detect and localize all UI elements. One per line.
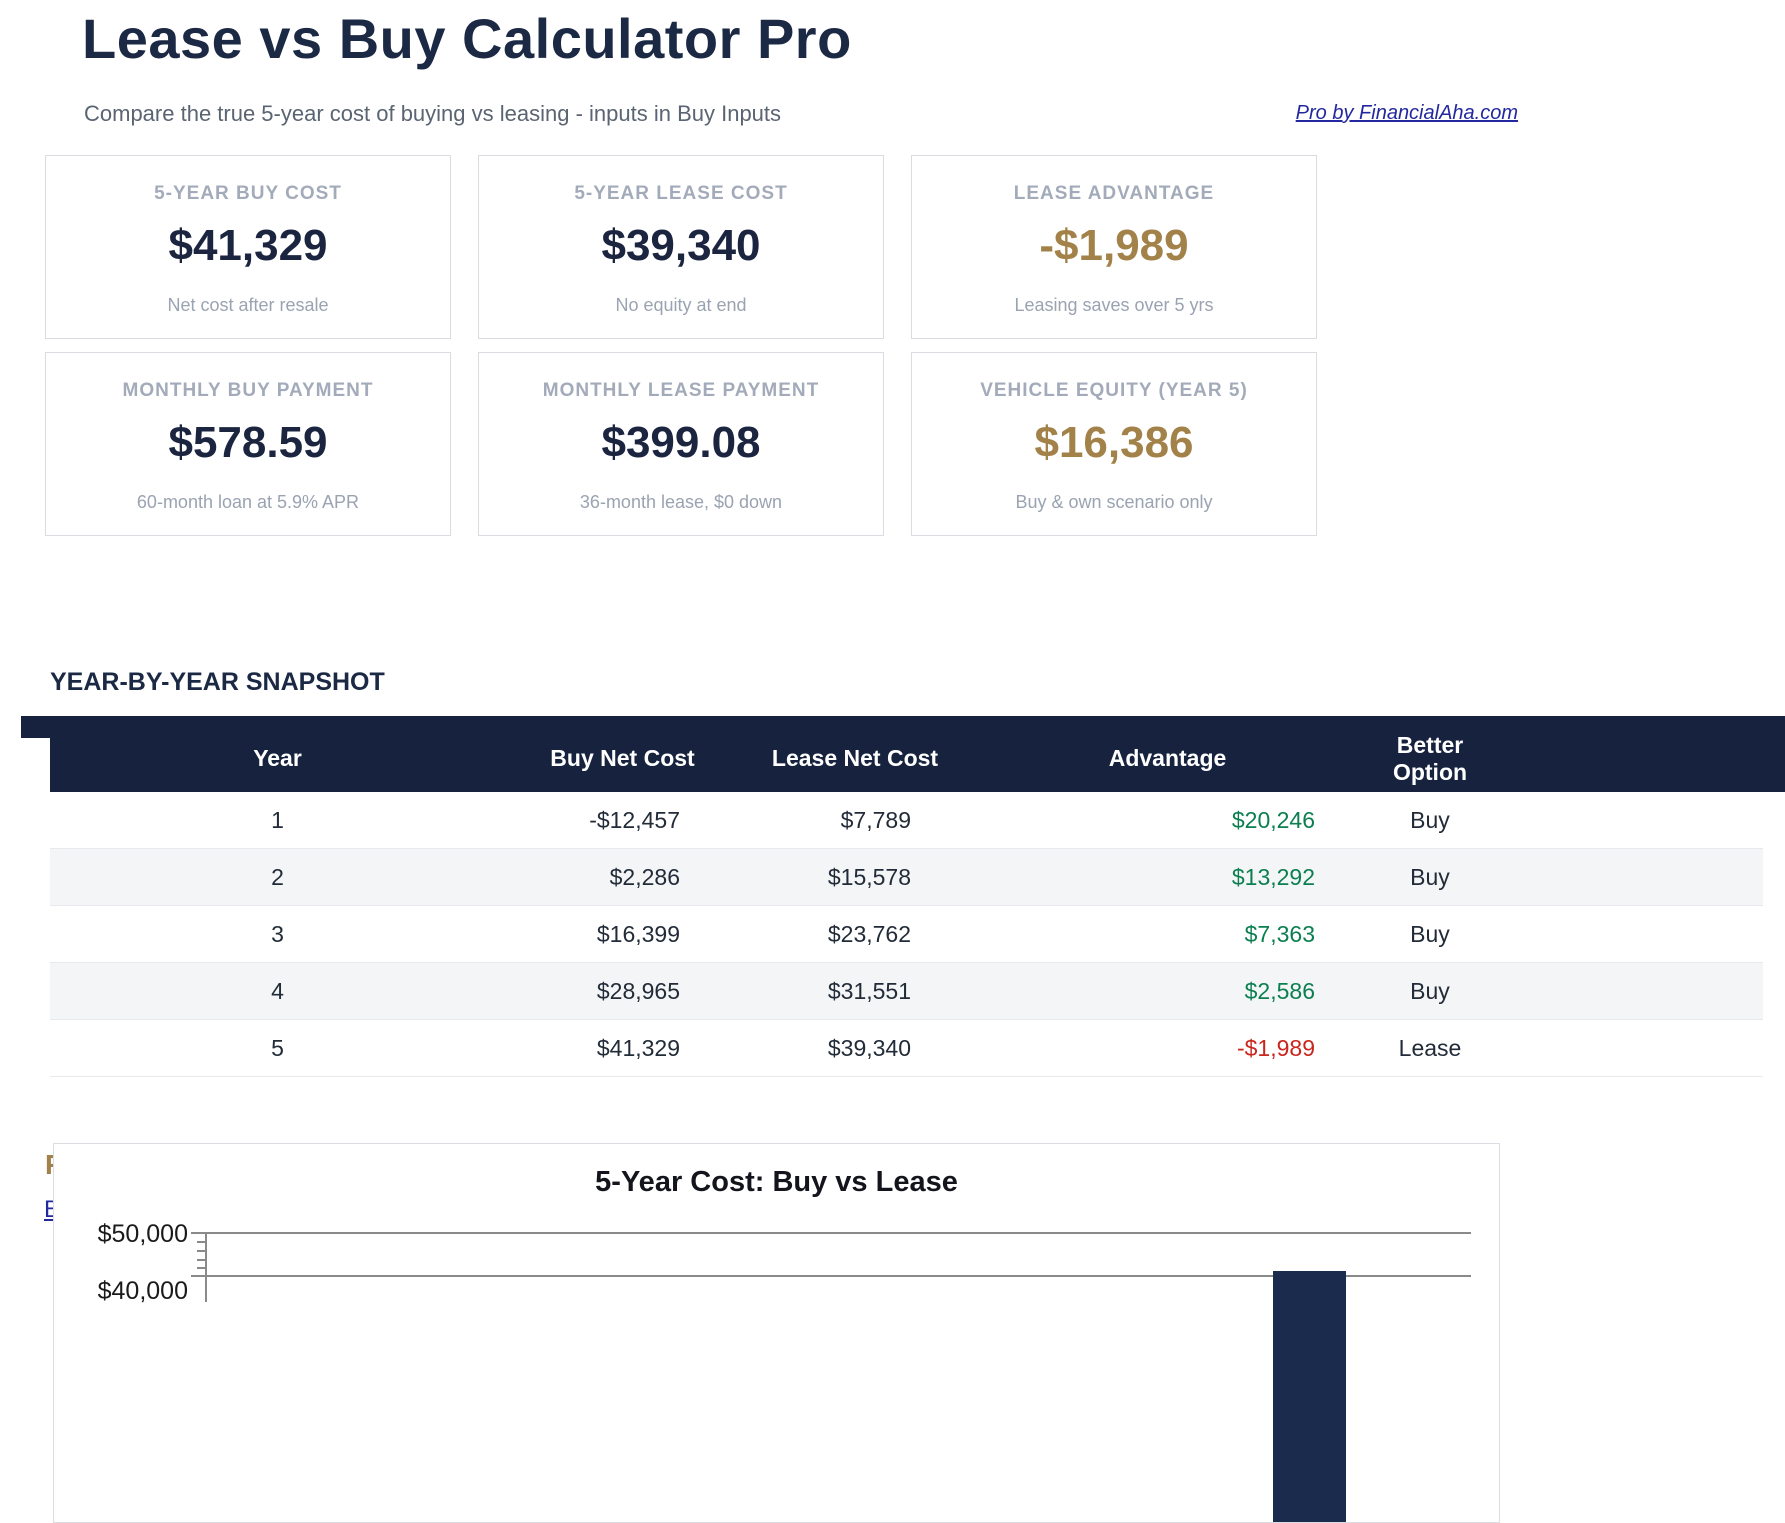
card-label: 5-YEAR BUY COST [154,183,342,204]
cell-better-option: Buy [1410,863,1450,890]
card-5-year-buy-cost: 5-YEAR BUY COST $41,329 Net cost after r… [45,155,451,339]
card-label: MONTHLY BUY PAYMENT [122,380,374,401]
bar-buy-net-cost-year-5 [1273,1271,1346,1522]
cell-advantage: $20,246 [1231,806,1315,833]
cell-advantage: $13,292 [1231,863,1315,890]
y-axis-major-tick [191,1275,206,1277]
page-subtitle: Compare the true 5-year cost of buying v… [84,101,782,126]
cell-better-option: Buy [1410,920,1450,947]
cell-year: 4 [271,977,284,1004]
card-note: No equity at end [615,295,747,315]
card-value: $16,386 [1034,418,1194,467]
card-monthly-buy-payment: MONTHLY BUY PAYMENT $578.59 60-month loa… [45,352,451,536]
card-monthly-lease-payment: MONTHLY LEASE PAYMENT $399.08 36-month l… [478,352,884,536]
cell-better-option: Buy [1410,806,1450,833]
card-value: $578.59 [168,418,328,467]
snapshot-heading: YEAR-BY-YEAR SNAPSHOT [50,668,385,696]
snapshot-table-header: Year Buy Net Cost Lease Net Cost Advanta… [50,725,1785,792]
cell-better-option: Lease [1398,1034,1462,1061]
cell-year: 1 [271,806,284,833]
cell-advantage: $2,586 [1244,977,1315,1004]
card-note: Buy & own scenario only [1015,492,1213,512]
cell-advantage: -$1,989 [1236,1034,1315,1061]
card-note: Leasing saves over 5 yrs [1014,295,1214,315]
cell-lease-cost: $31,551 [827,977,911,1004]
cell-buy-cost: $41,329 [596,1034,680,1061]
y-axis-minor-tick [197,1259,206,1261]
header-cell-lease-net-cost: Lease Net Cost [771,745,939,771]
table-row: 1 -$12,457 $7,789 $20,246 Buy [50,792,1763,849]
y-axis-tick-label-50000: $50,000 [97,1220,188,1248]
gridline-40000 [206,1275,1471,1277]
y-axis-line [205,1232,207,1302]
snapshot-table-body: 1 -$12,457 $7,789 $20,246 Buy 2 $2,286 $… [50,792,1763,1077]
table-top-accent-stub [21,716,51,738]
table-row: 4 $28,965 $31,551 $2,586 Buy [50,963,1763,1020]
card-5-year-lease-cost: 5-YEAR LEASE COST $39,340 No equity at e… [478,155,884,339]
card-value: $39,340 [601,221,761,270]
cell-buy-cost: $2,286 [609,863,680,890]
y-axis-tick-label-40000: $40,000 [97,1277,188,1305]
cell-advantage: $7,363 [1244,920,1315,947]
cell-lease-cost: $7,789 [840,806,911,833]
page-title: Lease vs Buy Calculator Pro [82,7,852,70]
y-axis-minor-tick [197,1241,206,1243]
header-cell-better-option: Better Option [1392,731,1468,785]
card-value: $41,329 [168,221,328,270]
card-label: 5-YEAR LEASE COST [574,183,788,204]
card-note: 36-month lease, $0 down [579,492,783,512]
table-row: 5 $41,329 $39,340 -$1,989 Lease [50,1020,1763,1077]
card-label: MONTHLY LEASE PAYMENT [542,380,820,401]
cell-lease-cost: $39,340 [827,1034,911,1061]
summary-cards: 5-YEAR BUY COST $41,329 Net cost after r… [45,155,1317,536]
cell-lease-cost: $15,578 [827,863,911,890]
header-cell-advantage: Advantage [1108,745,1227,771]
cell-buy-cost: -$12,457 [589,806,680,833]
cell-better-option: Buy [1410,977,1450,1004]
cell-buy-cost: $16,399 [596,920,680,947]
header-cell-buy-net-cost: Buy Net Cost [550,745,695,771]
table-row: 3 $16,399 $23,762 $7,363 Buy [50,906,1763,963]
cell-year: 2 [271,863,284,890]
card-label: LEASE ADVANTAGE [1013,183,1215,204]
card-note: 60-month loan at 5.9% APR [136,492,360,512]
card-value: -$1,989 [1039,221,1189,270]
chart-title: 5-Year Cost: Buy vs Lease [595,1166,958,1198]
card-note: Net cost after resale [167,295,329,315]
card-value: $399.08 [601,418,761,467]
cell-year: 3 [271,920,284,947]
card-lease-advantage: LEASE ADVANTAGE -$1,989 Leasing saves ov… [911,155,1317,339]
cell-buy-cost: $28,965 [596,977,680,1004]
cost-chart-card: 5-Year Cost: Buy vs Lease $50,000 $40,00… [53,1143,1500,1523]
card-vehicle-equity-year-5: VEHICLE EQUITY (YEAR 5) $16,386 Buy & ow… [911,352,1317,536]
lease-vs-buy-calculator-page: { "colors": { "navy": "#17233e", "headin… [21,7,1785,1523]
y-axis-major-tick [191,1232,206,1234]
card-label: VEHICLE EQUITY (YEAR 5) [980,380,1248,401]
gridline-50000 [206,1232,1471,1234]
table-top-accent-bar [21,716,1785,725]
y-axis-minor-tick [197,1267,206,1269]
cell-year: 5 [271,1034,284,1061]
cell-lease-cost: $23,762 [827,920,911,947]
pro-by-financialaha-link[interactable]: Pro by FinancialAha.com [1295,102,1518,124]
y-axis-minor-tick [197,1250,206,1252]
table-row: 2 $2,286 $15,578 $13,292 Buy [50,849,1763,906]
header-cell-year: Year [253,745,302,771]
